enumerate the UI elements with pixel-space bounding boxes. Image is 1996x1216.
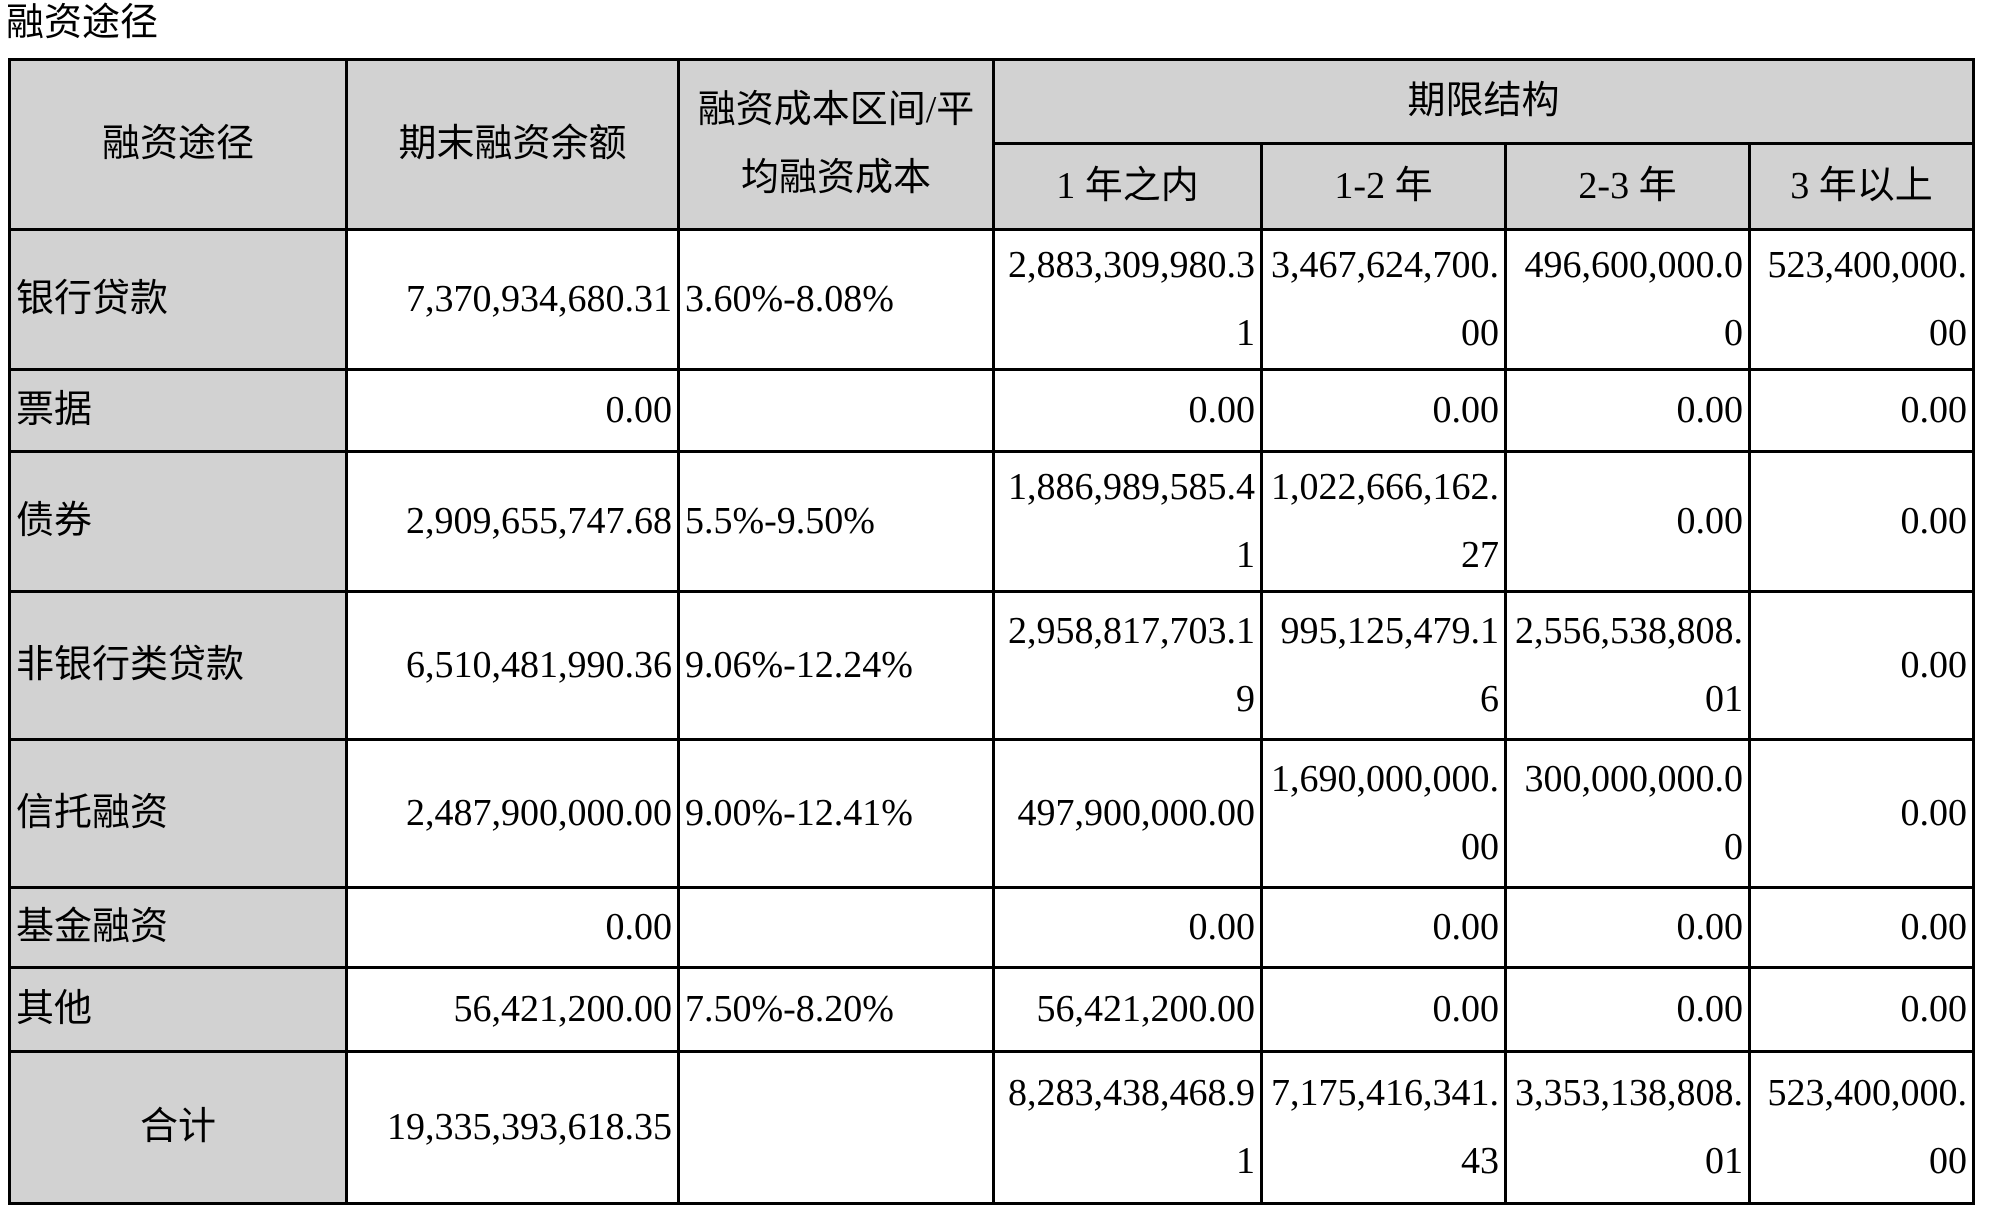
maturity-1-2y-cell: 3,467,624,700.00 (1260, 227, 1507, 371)
cost-cell: 5.5%-9.50% (677, 449, 995, 593)
balance-cell: 19,335,393,618.35 (345, 1049, 680, 1205)
maturity-3y-plus-cell: 0.00 (1748, 965, 1975, 1053)
maturity-1-2y-header: 1-2 年 (1260, 141, 1507, 231)
maturity-1y-cell: 2,958,817,703.19 (992, 589, 1263, 741)
balance-cell: 2,487,900,000.00 (345, 737, 680, 889)
cost-cell: 9.06%-12.24% (677, 589, 995, 741)
balance-cell: 56,421,200.00 (345, 965, 680, 1053)
channel-cell: 银行贷款 (8, 227, 348, 371)
maturity-1y-cell: 0.00 (992, 367, 1263, 453)
maturity-2-3y-cell: 496,600,000.00 (1504, 227, 1751, 371)
maturity-3y-plus-cell: 0.00 (1748, 885, 1975, 969)
table-row: 非银行类贷款 6,510,481,990.36 9.06%-12.24% 2,9… (8, 589, 1975, 741)
maturity-2-3y-cell: 0.00 (1504, 885, 1751, 969)
maturity-2-3y-cell: 3,353,138,808.01 (1504, 1049, 1751, 1205)
channel-cell: 信托融资 (8, 737, 348, 889)
maturity-1-2y-cell: 995,125,479.16 (1260, 589, 1507, 741)
channel-cell: 非银行类贷款 (8, 589, 348, 741)
maturity-1y-cell: 1,886,989,585.41 (992, 449, 1263, 593)
table-row: 债券 2,909,655,747.68 5.5%-9.50% 1,886,989… (8, 449, 1975, 593)
maturity-2-3y-cell: 0.00 (1504, 965, 1751, 1053)
cost-cell: 3.60%-8.08% (677, 227, 995, 371)
maturity-1y-header: 1 年之内 (992, 141, 1263, 231)
maturity-1-2y-cell: 1,022,666,162.27 (1260, 449, 1507, 593)
page-title: 融资途径 (6, 2, 159, 44)
maturity-3y-plus-cell: 523,400,000.00 (1748, 227, 1975, 371)
maturity-2-3y-header: 2-3 年 (1504, 141, 1751, 231)
maturity-3y-plus-cell: 0.00 (1748, 367, 1975, 453)
channel-cell: 其他 (8, 965, 348, 1053)
balance-cell: 0.00 (345, 367, 680, 453)
table-row: 信托融资 2,487,900,000.00 9.00%-12.41% 497,9… (8, 737, 1975, 889)
financing-channels-table: 融资途径 期末融资余额 融资成本区间/平均融资成本 期限结构 1 年之内 1-2… (8, 57, 1975, 1205)
cost-cell (677, 367, 995, 453)
table-header-row-1: 融资途径 期末融资余额 融资成本区间/平均融资成本 期限结构 (8, 57, 1975, 231)
maturity-2-3y-cell: 0.00 (1504, 367, 1751, 453)
balance-cell: 7,370,934,680.31 (345, 227, 680, 371)
maturity-group-header: 期限结构 (992, 57, 1975, 145)
channel-cell: 债券 (8, 449, 348, 593)
maturity-1y-cell: 56,421,200.00 (992, 965, 1263, 1053)
maturity-3y-plus-cell: 523,400,000.00 (1748, 1049, 1975, 1205)
table-row: 其他 56,421,200.00 7.50%-8.20% 56,421,200.… (8, 965, 1975, 1053)
cost-header: 融资成本区间/平均融资成本 (677, 57, 995, 231)
maturity-3y-plus-header: 3 年以上 (1748, 141, 1975, 231)
cost-cell (677, 885, 995, 969)
maturity-1-2y-cell: 0.00 (1260, 965, 1507, 1053)
channel-header: 融资途径 (8, 57, 348, 231)
cost-cell: 7.50%-8.20% (677, 965, 995, 1053)
maturity-3y-plus-cell: 0.00 (1748, 589, 1975, 741)
maturity-2-3y-cell: 2,556,538,808.01 (1504, 589, 1751, 741)
maturity-2-3y-cell: 0.00 (1504, 449, 1751, 593)
maturity-2-3y-cell: 300,000,000.00 (1504, 737, 1751, 889)
maturity-1-2y-cell: 0.00 (1260, 885, 1507, 969)
channel-cell: 基金融资 (8, 885, 348, 969)
table-header-row-2: 1 年之内 1-2 年 2-3 年 3 年以上 (10, 141, 1975, 231)
balance-cell: 6,510,481,990.36 (345, 589, 680, 741)
total-label-cell: 合计 (8, 1049, 348, 1205)
maturity-3y-plus-cell: 0.00 (1748, 449, 1975, 593)
table-row: 基金融资 0.00 0.00 0.00 0.00 0.00 (8, 885, 1975, 969)
balance-cell: 2,909,655,747.68 (345, 449, 680, 593)
maturity-3y-plus-cell: 0.00 (1748, 737, 1975, 889)
maturity-1-2y-cell: 0.00 (1260, 367, 1507, 453)
maturity-1-2y-cell: 1,690,000,000.00 (1260, 737, 1507, 889)
maturity-1y-cell: 8,283,438,468.91 (992, 1049, 1263, 1205)
balance-cell: 0.00 (345, 885, 680, 969)
cost-cell: 9.00%-12.41% (677, 737, 995, 889)
maturity-1y-cell: 497,900,000.00 (992, 737, 1263, 889)
table-row: 银行贷款 7,370,934,680.31 3.60%-8.08% 2,883,… (8, 227, 1975, 371)
balance-header: 期末融资余额 (345, 57, 680, 231)
maturity-1y-cell: 2,883,309,980.31 (992, 227, 1263, 371)
cost-cell (677, 1049, 995, 1205)
channel-cell: 票据 (8, 367, 348, 453)
table-row: 票据 0.00 0.00 0.00 0.00 0.00 (8, 367, 1975, 453)
table-total-row: 合计 19,335,393,618.35 8,283,438,468.91 7,… (8, 1049, 1975, 1205)
maturity-1-2y-cell: 7,175,416,341.43 (1260, 1049, 1507, 1205)
maturity-1y-cell: 0.00 (992, 885, 1263, 969)
